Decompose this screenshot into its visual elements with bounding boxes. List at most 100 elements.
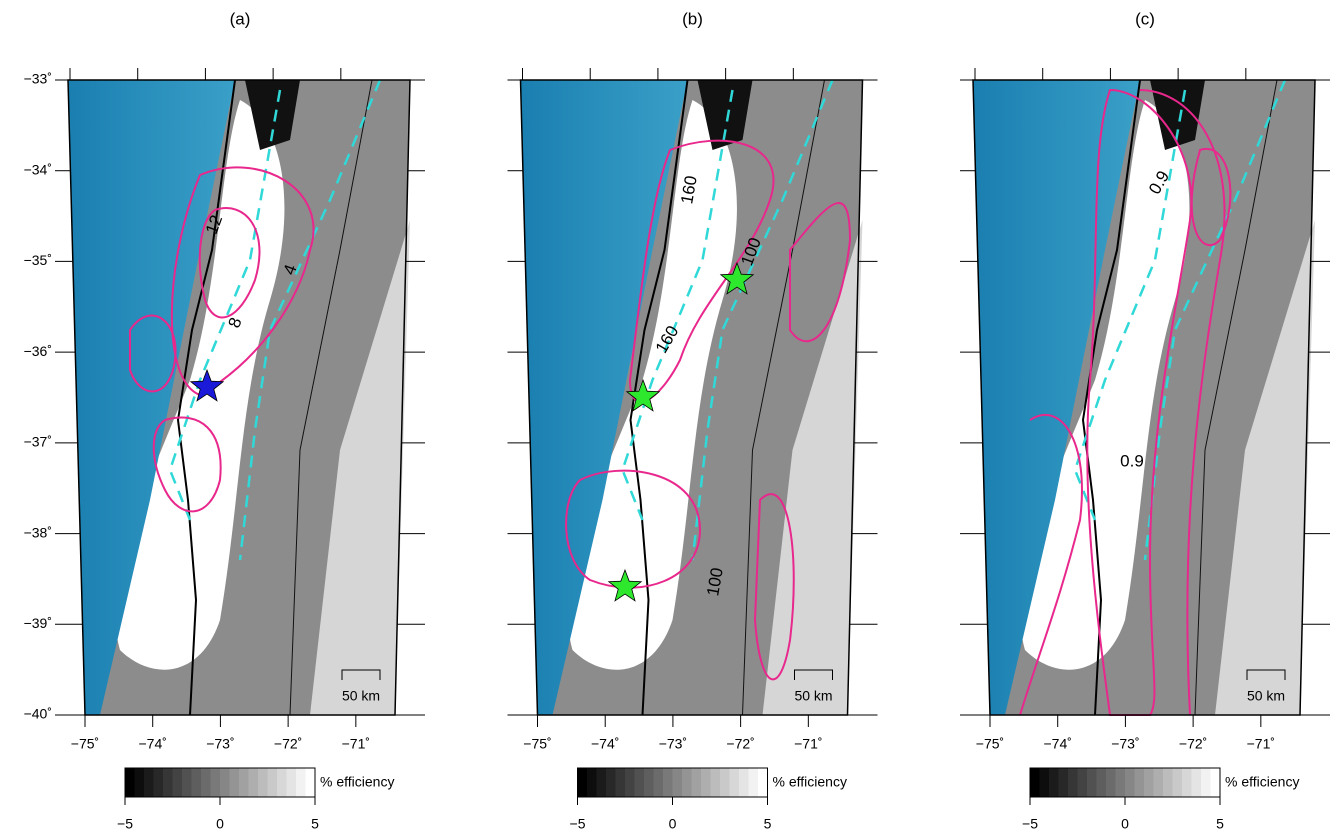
- andes: [762, 220, 863, 715]
- colorbar-step: [634, 768, 645, 797]
- colorbar-step: [125, 768, 135, 797]
- scale-bar: [341, 669, 381, 680]
- colorbar-step: [577, 768, 588, 797]
- epicenter-star: [625, 378, 661, 412]
- colorbar-step: [1134, 768, 1145, 797]
- colorbar-step: [1125, 768, 1135, 797]
- colorbar-step: [182, 768, 192, 797]
- magenta-contour: [1190, 147, 1232, 247]
- magenta-contour: [129, 314, 177, 393]
- colorbar-step: [729, 768, 740, 797]
- lon-label: −72˚: [274, 736, 302, 752]
- low-efficiency: [1150, 80, 1205, 150]
- colorbar-step: [1144, 768, 1154, 797]
- lon-label: −71˚: [342, 736, 370, 752]
- panel-label: (a): [230, 9, 251, 28]
- lon-label: −71˚: [794, 736, 822, 752]
- colorbar-step: [134, 768, 145, 797]
- colorbar-step: [1058, 768, 1069, 797]
- lon-label: −73˚: [659, 736, 687, 752]
- lat-label: −39˚: [24, 615, 52, 631]
- colorbar-step: [758, 768, 768, 797]
- contour-label: 0.9: [1120, 451, 1144, 470]
- colorbar-step: [739, 768, 749, 797]
- colorbar-step: [1049, 768, 1059, 797]
- colorbar-step: [701, 768, 711, 797]
- epicenter-star: [719, 261, 755, 295]
- colorbar-tick-label: 5: [1216, 816, 1224, 832]
- trench-line: [1194, 79, 1278, 716]
- colorbar-tick-label: 0: [1121, 816, 1129, 832]
- colorbar-step: [1201, 768, 1211, 797]
- magenta-contour: [1086, 88, 1193, 716]
- colorbar-step: [1068, 768, 1078, 797]
- colorbar-step: [248, 768, 259, 797]
- colorbar-tick-label: −5: [1022, 816, 1038, 832]
- lon-label: −74˚: [1043, 736, 1071, 752]
- cyan-contour: [621, 89, 734, 521]
- lat-label: −38˚: [24, 524, 52, 540]
- contour-label: 160: [677, 174, 701, 205]
- colorbar-step: [748, 768, 759, 797]
- high-efficiency: [1020, 100, 1190, 670]
- colorbar-step: [153, 768, 164, 797]
- colorbar-step: [1030, 768, 1040, 797]
- scale-bar: [794, 669, 833, 680]
- colorbar-step: [615, 768, 626, 797]
- andes: [1215, 220, 1315, 715]
- colorbar-step: [239, 768, 249, 797]
- cyan-contour: [1143, 79, 1287, 561]
- colorbar-label: % efficiency: [773, 774, 847, 790]
- colorbar-step: [220, 768, 230, 797]
- lon-label: −72˚: [726, 736, 754, 752]
- lon-label: −74˚: [138, 736, 166, 752]
- colorbar-step: [587, 768, 597, 797]
- colorbar-step: [596, 768, 607, 797]
- lon-label: −72˚: [1179, 736, 1207, 752]
- colorbar-step: [191, 768, 202, 797]
- magenta-contour: [1019, 413, 1083, 716]
- colorbar-step: [1115, 768, 1126, 797]
- ocean: [520, 80, 688, 715]
- colorbar-step: [1210, 768, 1221, 797]
- colorbar-tick-label: 0: [216, 816, 224, 832]
- colorbar-step: [267, 768, 278, 797]
- magenta-contour: [753, 493, 795, 681]
- colorbar-step: [720, 768, 730, 797]
- lon-label: −75˚: [523, 736, 551, 752]
- colorbar-step: [286, 768, 297, 797]
- colorbar-step: [172, 768, 183, 797]
- coastline: [629, 79, 689, 716]
- cyan-contour: [691, 79, 834, 561]
- colorbar-step: [144, 768, 154, 797]
- trench-line: [289, 79, 373, 716]
- contour-label: 100: [703, 566, 727, 597]
- colorbar-tick-label: −5: [570, 816, 586, 832]
- colorbar-step: [663, 768, 673, 797]
- colorbar-step: [201, 768, 211, 797]
- scale-label: 50 km: [342, 688, 380, 704]
- colorbar-label: % efficiency: [320, 774, 394, 790]
- magenta-contour: [565, 469, 702, 589]
- cyan-contour: [1073, 89, 1187, 521]
- colorbar-step: [1163, 768, 1173, 797]
- cyan-contour: [168, 89, 282, 521]
- colorbar-tick-label: −5: [117, 816, 133, 832]
- epicenter-star: [607, 568, 643, 602]
- low-efficiency: [697, 80, 753, 150]
- low-efficiency: [245, 80, 300, 150]
- ocean: [973, 80, 1140, 715]
- coastline: [176, 79, 236, 716]
- panel-label: (b): [682, 9, 703, 28]
- magenta-contour: [170, 166, 315, 397]
- scale-bar: [1246, 669, 1286, 680]
- lon-label: −73˚: [1111, 736, 1139, 752]
- colorbar-step: [606, 768, 616, 797]
- cyan-contour: [238, 79, 382, 561]
- colorbar-step: [229, 768, 240, 797]
- map-panel: (c)0.90.950 km−75˚ −74˚ −73˚ −72˚ −71˚% effi…: [960, 9, 1330, 832]
- colorbar-label: % efficiency: [1225, 774, 1299, 790]
- coastline: [1081, 79, 1141, 716]
